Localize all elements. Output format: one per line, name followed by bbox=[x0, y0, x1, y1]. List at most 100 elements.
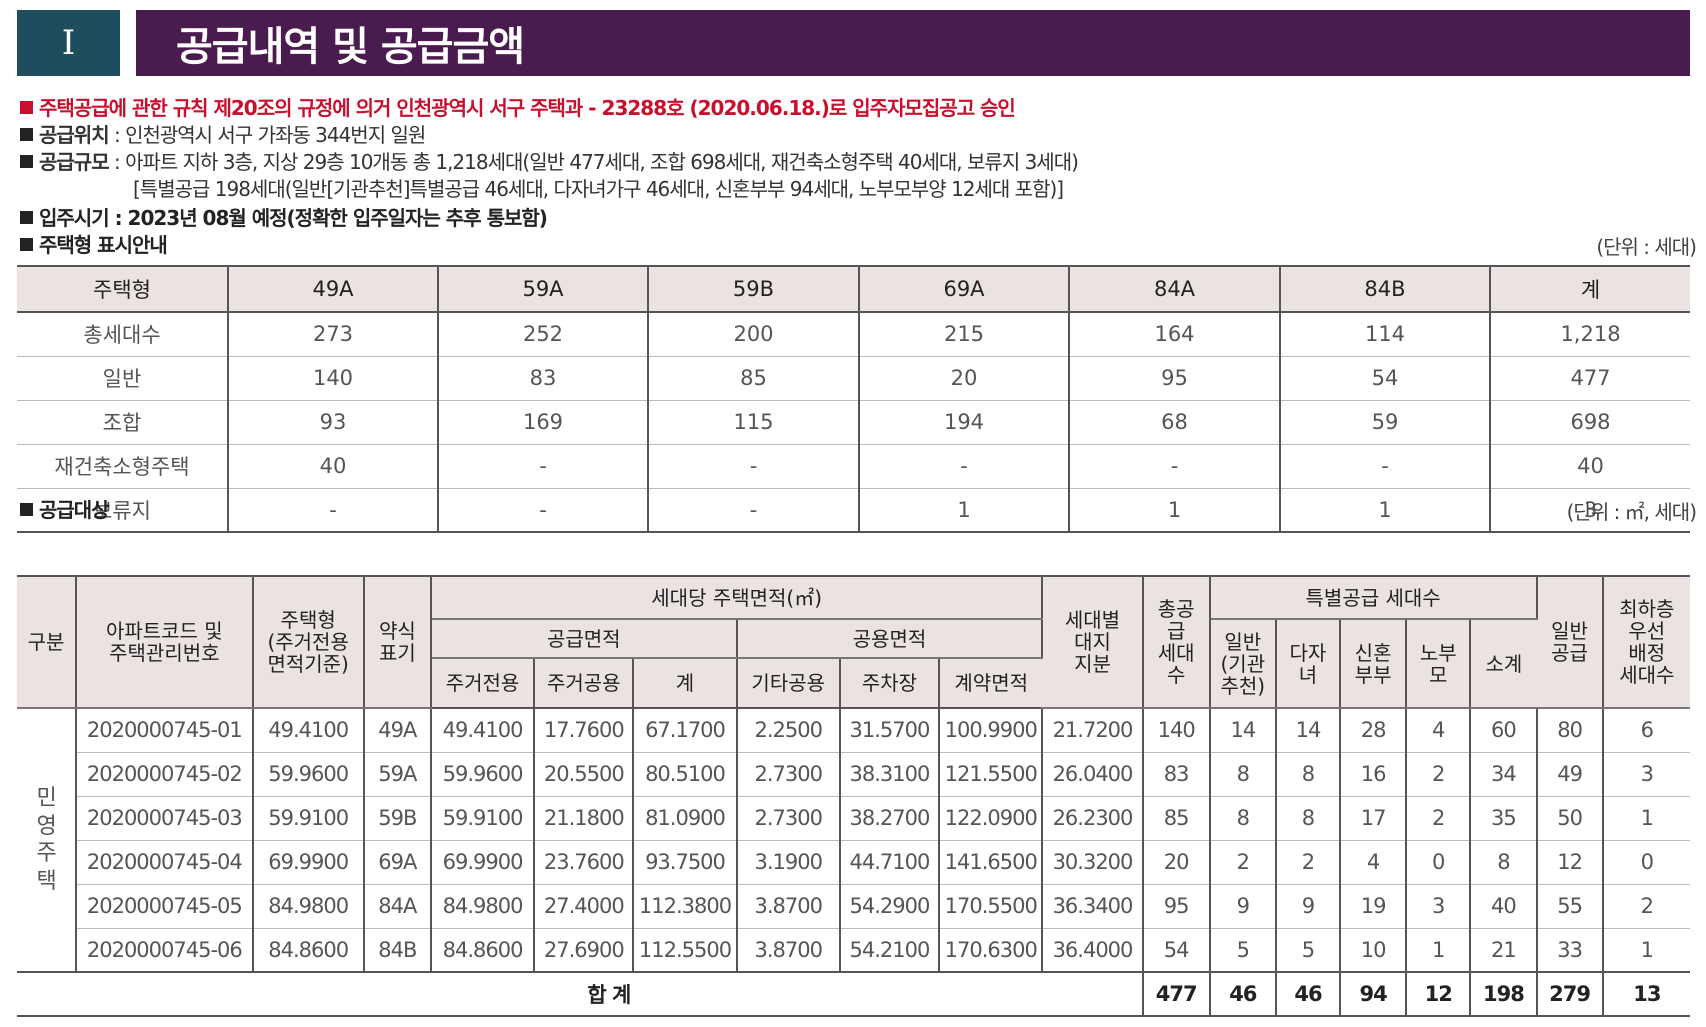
table-cell: 1 bbox=[1406, 928, 1472, 973]
table-cell: 3 bbox=[1406, 884, 1472, 929]
header-gubun: 구분 bbox=[17, 576, 78, 709]
table-cell: 477 bbox=[1490, 356, 1690, 401]
header-total-supply: 총공 급 세대 수 bbox=[1142, 576, 1211, 709]
table-cell: 170.5500 bbox=[939, 884, 1044, 929]
table-cell: 19 bbox=[1340, 884, 1408, 929]
table-cell: 54.2900 bbox=[839, 884, 941, 929]
table-cell: 84B bbox=[363, 928, 432, 973]
table-cell: 8 bbox=[1209, 752, 1277, 797]
header-area-per-unit: 세대당 주택면적(㎡) bbox=[430, 576, 1044, 620]
table-cell: 4 bbox=[1406, 708, 1472, 753]
supply-location: 공급위치 : 인천광역시 서구 가좌동 344번지 일원 bbox=[20, 119, 426, 148]
type-guide-heading: 주택형 표시안내 bbox=[20, 229, 168, 258]
table-cell: 50 bbox=[1536, 796, 1604, 841]
table-cell: 14 bbox=[1275, 708, 1342, 753]
table-row: 2020000745-02 59.9600 59A 59.9600 20.5500 80.… bbox=[17, 752, 1690, 797]
table-cell: 36.3400 bbox=[1042, 884, 1144, 929]
table-cell: 59.9600 bbox=[252, 752, 365, 797]
table-cell: 38.2700 bbox=[839, 796, 941, 841]
table-cell: 93.7500 bbox=[633, 840, 738, 885]
table-cell: 2 bbox=[1406, 752, 1472, 797]
table-cell: 85 bbox=[1142, 796, 1211, 841]
table-cell: 54.2100 bbox=[839, 928, 941, 973]
bullet-square-icon bbox=[20, 238, 33, 251]
table-row: 보류지 - - -1 1 1 3 bbox=[17, 488, 1690, 532]
header-common-area: 공용면적 bbox=[736, 619, 1044, 659]
table-cell: 9 bbox=[1209, 884, 1277, 929]
table-row: 총세대수 273 252 200 215 164 114 1,218 bbox=[17, 312, 1690, 357]
table-cell: 5 bbox=[1275, 928, 1342, 973]
table-cell: 36.4000 bbox=[1042, 928, 1144, 973]
apt-code-cell: 2020000745-04 bbox=[76, 840, 254, 885]
table-cell: 1 bbox=[1280, 488, 1491, 532]
apt-code-cell: 2020000745-05 bbox=[76, 884, 254, 929]
table-cell: 17.7600 bbox=[534, 708, 635, 753]
table-cell: 80 bbox=[1536, 708, 1604, 753]
total-cell: 477 bbox=[1142, 971, 1211, 1016]
table1-header-cell: 59B bbox=[648, 266, 860, 313]
table1-header-cell: 69A bbox=[859, 266, 1070, 313]
table-cell: 194 bbox=[859, 400, 1070, 445]
total-cell: 13 bbox=[1602, 971, 1690, 1016]
header-parking: 주차장 bbox=[839, 658, 941, 709]
bullet-square-icon bbox=[20, 155, 33, 168]
total-cell: 279 bbox=[1536, 971, 1604, 1016]
total-cell: 198 bbox=[1470, 971, 1538, 1016]
table-cell: 2 bbox=[1406, 796, 1472, 841]
table-cell: 8 bbox=[1209, 796, 1277, 841]
table-cell: 34 bbox=[1470, 752, 1538, 797]
header-contract-area: 계약면적 bbox=[939, 658, 1043, 709]
table-cell: 85 bbox=[648, 356, 860, 401]
table-cell: 0 bbox=[1406, 840, 1472, 885]
table-cell: 84.8600 bbox=[252, 928, 365, 973]
table-cell: 215 bbox=[859, 312, 1070, 357]
housing-type-table: 주택형 49A 59A 59B 69A 84A 84B 계 총세대수 273 252… bbox=[17, 265, 1690, 533]
total-cell: 94 bbox=[1340, 971, 1408, 1016]
table-cell: 21.1800 bbox=[534, 796, 635, 841]
table1-header-cell: 59A bbox=[438, 266, 649, 313]
table-cell: 121.5500 bbox=[939, 752, 1044, 797]
table-cell: 84A bbox=[363, 884, 432, 929]
table2-header-row: 공급면적 공용면적 일반 (기관 추천) 다자 녀 신혼 부부 노부 모 소계 bbox=[17, 619, 1690, 709]
table-cell: 83 bbox=[1142, 752, 1211, 797]
table-cell: 252 bbox=[438, 312, 649, 357]
table1-header-cell: 84A bbox=[1069, 266, 1281, 313]
table-row: 2020000745-04 69.9900 69A 69.9900 23.7600 93.… bbox=[17, 840, 1690, 885]
header-area-subtotal: 계 bbox=[633, 658, 738, 709]
table-cell: 59B bbox=[363, 796, 432, 841]
row-label: 일반 bbox=[17, 356, 229, 401]
table-cell: 60 bbox=[1470, 708, 1538, 753]
table-cell: 5 bbox=[1209, 928, 1277, 973]
table-cell: 20 bbox=[1142, 840, 1211, 885]
table-cell: 95 bbox=[1069, 356, 1281, 401]
table-cell: - bbox=[228, 488, 439, 532]
table-cell: 49A bbox=[363, 708, 432, 753]
header-apt-code: 아파트코드 및 주택관리번호 bbox=[76, 576, 254, 709]
table-row: 2020000745-06 84.8600 84B 84.8600 27.6900 112… bbox=[17, 928, 1690, 973]
table-cell: - bbox=[438, 444, 649, 489]
table-cell: 140 bbox=[228, 356, 439, 401]
row-label: 재건축소형주택 bbox=[17, 444, 229, 489]
table-cell: 100.9900 bbox=[939, 708, 1044, 753]
header-special-subtotal: 소계 bbox=[1470, 619, 1537, 709]
table-cell: 54 bbox=[1280, 356, 1491, 401]
table-cell: 40 bbox=[228, 444, 439, 489]
table-cell: 112.3800 bbox=[633, 884, 738, 929]
table-cell: 59.9100 bbox=[430, 796, 536, 841]
table-cell: 6 bbox=[1602, 708, 1690, 753]
apt-code-cell: 2020000745-01 bbox=[76, 708, 254, 753]
table2-unit: (단위 : ㎡, 세대) bbox=[1566, 500, 1697, 524]
table-cell: 200 bbox=[648, 312, 860, 357]
table-cell: 21 bbox=[1470, 928, 1538, 973]
table-cell: 27.4000 bbox=[534, 884, 635, 929]
table-cell: 68 bbox=[1069, 400, 1281, 445]
table-cell: 164 bbox=[1069, 312, 1281, 357]
table-cell: 33 bbox=[1536, 928, 1604, 973]
header-residential-common: 주거공용 bbox=[534, 658, 635, 709]
table-row: 민 영 주 택 2020000745-01 49.4100 49A 49.4100 17.760… bbox=[17, 708, 1690, 973]
table2-header-row: 구분 아파트코드 및 주택관리번호 주택형 (주거전용 면적기준) 약식 표기 세대당 … bbox=[17, 576, 1690, 709]
table-cell: 16 bbox=[1340, 752, 1408, 797]
table-cell: - bbox=[859, 444, 1070, 489]
table-cell: 0 bbox=[1602, 840, 1690, 885]
